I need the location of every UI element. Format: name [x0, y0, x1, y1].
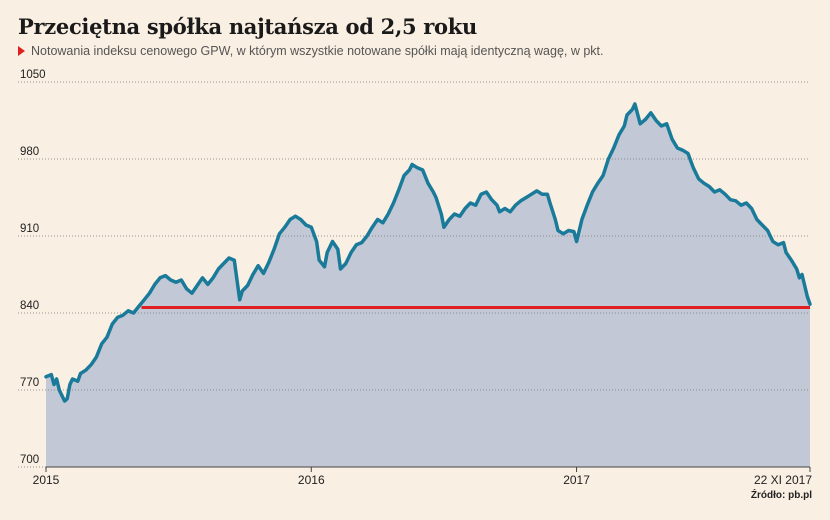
y-tick-label: 770: [20, 377, 39, 389]
x-tick-label: 2015: [33, 473, 60, 487]
chart-title: Przeciętna spółka najtańsza od 2,5 roku: [18, 14, 477, 39]
series-area: [46, 104, 810, 467]
y-tick-label: 840: [20, 300, 39, 312]
x-tick-label: 2017: [563, 473, 590, 487]
x-tick-label: 2016: [298, 473, 325, 487]
y-tick-label: 700: [20, 454, 39, 466]
series-line: [44, 102, 812, 403]
y-tick-label: 910: [20, 223, 39, 235]
x-tick-label: 22 XI 2017: [754, 473, 812, 487]
y-tick-label: 980: [20, 146, 39, 158]
y-tick-label: 1050: [20, 69, 46, 81]
source-label: Źródło: pb.pl: [750, 490, 812, 501]
subtitle-text: Notowania indeksu cenowego GPW, w którym…: [31, 44, 604, 58]
chart-subtitle: Notowania indeksu cenowego GPW, w którym…: [18, 44, 604, 58]
triangle-marker-icon: [18, 46, 25, 56]
